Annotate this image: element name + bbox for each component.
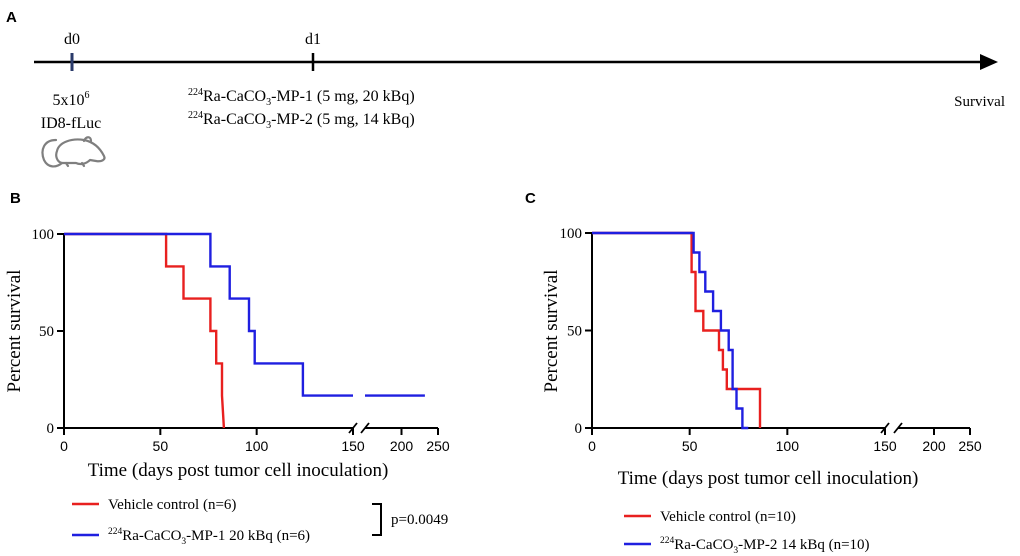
panel-c: C Percent survival Time (days post tumor… xyxy=(525,190,982,556)
x-tick-label: 100 xyxy=(245,438,269,454)
y-axis-title-c: Percent survival xyxy=(541,270,562,393)
x-tick-label: 200 xyxy=(922,438,946,454)
y-tick-label: 100 xyxy=(32,227,55,243)
series-line-b-0 xyxy=(64,232,226,429)
legend-label-treatment-b: 224Ra-CaCO3-MP-1 20 kBq (n=6) xyxy=(108,527,310,547)
x-tick-label: 250 xyxy=(958,438,982,454)
axes-b: 0 50 100 0 50 100 150 200 250 xyxy=(32,227,450,454)
series-line-c-0 xyxy=(592,231,762,428)
p-value: p=0.0049 xyxy=(391,512,448,528)
y-axis-title-b: Percent survival xyxy=(4,270,25,393)
x-tick-label: 250 xyxy=(426,438,450,454)
x-tick-label: 150 xyxy=(341,438,365,454)
legend-label-vehicle-c: Vehicle control (n=10) xyxy=(660,509,796,525)
legend-label-treatment-c: 224Ra-CaCO3-MP-2 14 kBq (n=10) xyxy=(660,536,870,556)
timeline-arrowhead xyxy=(980,54,998,70)
axes-c: 0 50 100 0 50 100 150 200 250 xyxy=(560,226,982,454)
y-tick-label: 0 xyxy=(575,421,583,437)
panel-b: B Percent survival Time (days post tumor… xyxy=(4,190,450,547)
y-tick-label: 50 xyxy=(567,324,582,340)
label-d0: d0 xyxy=(64,31,80,48)
x-tick-label: 0 xyxy=(60,438,68,454)
series-c xyxy=(592,231,762,430)
legend-label-vehicle-b: Vehicle control (n=6) xyxy=(108,497,236,513)
cell-line: ID8-fLuc xyxy=(41,115,101,132)
significance-bracket xyxy=(372,503,382,536)
axis-break-mark xyxy=(893,422,903,434)
x-tick-label: 200 xyxy=(390,438,414,454)
treatment-2: 224Ra-CaCO3-MP-2 (5 mg, 14 kBq) xyxy=(188,110,415,131)
treatment-1: 224Ra-CaCO3-MP-1 (5 mg, 20 kBq) xyxy=(188,87,415,108)
panel-letter-c: C xyxy=(525,190,536,207)
axis-break-mark xyxy=(360,422,370,434)
x-tick-label: 0 xyxy=(588,438,596,454)
y-tick-label: 0 xyxy=(47,421,55,437)
endpoint-survival: Survival xyxy=(954,94,1005,110)
x-tick-label: 50 xyxy=(153,438,169,454)
x-tick-label: 150 xyxy=(873,438,897,454)
panel-letter-b: B xyxy=(10,190,21,207)
x-axis-title-c: Time (days post tumor cell inoculation) xyxy=(618,468,919,489)
x-tick-label: 100 xyxy=(776,438,800,454)
cell-count: 5x106 xyxy=(53,90,90,109)
y-tick-label: 50 xyxy=(39,324,54,340)
panel-letter-a: A xyxy=(6,9,17,26)
mouse-icon xyxy=(41,136,106,168)
series-line-b-1 xyxy=(64,232,353,397)
x-tick-label: 50 xyxy=(682,438,698,454)
y-tick-label: 100 xyxy=(560,226,583,242)
x-axis-title-b: Time (days post tumor cell inoculation) xyxy=(88,460,389,481)
label-d1: d1 xyxy=(305,31,321,48)
series-b xyxy=(64,232,425,429)
series-line-c-1 xyxy=(592,231,749,430)
